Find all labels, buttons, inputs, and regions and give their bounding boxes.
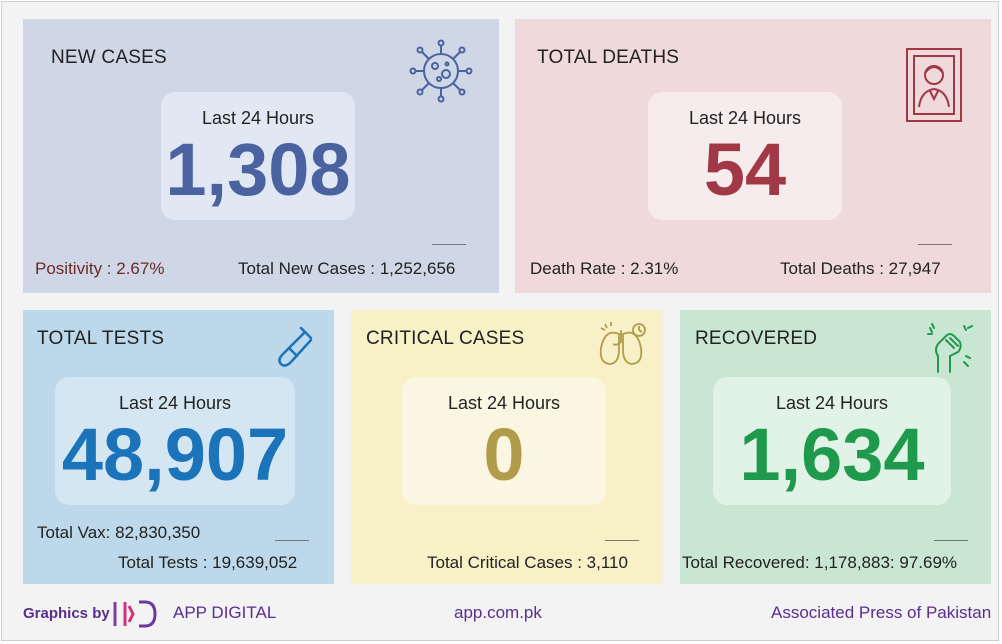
recovered-highlight: Last 24 Hours 1,634 [713,377,951,505]
graphics-by-label: Graphics by [23,605,110,622]
divider [934,540,968,541]
recovered-title: RECOVERED [695,328,818,349]
total-tests-card: TOTAL TESTS Last 24 Hours 48,907 Total V… [23,310,334,584]
new-cases-period: Last 24 Hours [201,108,315,128]
positivity-rate: Positivity : 2.67% [35,259,165,278]
divider [605,540,639,541]
total-tests-highlight: Last 24 Hours 48,907 [55,377,295,505]
total-new-cases: Total New Cases : 1,252,656 [238,259,456,278]
lungs-icon [599,322,646,365]
new-cases-title: NEW CASES [51,47,167,68]
app-digital-logo-icon [113,600,157,628]
critical-cases-value: 0 [483,413,525,496]
total-deaths-highlight: Last 24 Hours 54 [648,92,842,220]
new-cases-card: NEW CASES Last 24 Hours 1,308 [23,19,499,293]
total-deaths-period: Last 24 Hours [688,108,802,128]
critical-cases-highlight: Last 24 Hours 0 [402,377,606,505]
portrait-frame-icon [906,48,962,122]
divider [275,540,309,541]
agency-name: Associated Press of Pakistan [771,603,992,622]
total-recovered: Total Recovered: 1,178,883: 97.69% [682,553,958,572]
total-tests-period: Last 24 Hours [118,393,232,413]
recovered-value: 1,634 [739,413,925,496]
total-vaccinations: Total Vax: 82,830,350 [37,523,201,542]
virus-icon [409,39,473,103]
raised-fist-icon [927,323,973,373]
total-deaths-count: Total Deaths : 27,947 [780,259,941,278]
critical-cases-card: CRITICAL CASES Last 24 Hours 0 Total Cri… [351,310,662,584]
total-critical-cases: Total Critical Cases : 3,110 [427,553,628,572]
website-link[interactable]: app.com.pk [454,603,542,622]
critical-cases-period: Last 24 Hours [447,393,561,413]
recovered-card: RECOVERED Last 24 Hours 1,634 Total Reco… [680,310,991,584]
total-tests-count: Total Tests : 19,639,052 [118,553,298,572]
total-deaths-card: TOTAL DEATHS Last 24 Hours 54 Death Rate… [515,19,991,293]
total-tests-value: 48,907 [61,413,289,496]
new-cases-value: 1,308 [165,128,351,211]
critical-cases-title: CRITICAL CASES [366,328,525,349]
test-tube-icon [278,326,313,367]
brand-name: APP DIGITAL [173,603,277,622]
death-rate: Death Rate : 2.31% [530,259,679,278]
total-tests-title: TOTAL TESTS [37,328,165,349]
total-deaths-title: TOTAL DEATHS [537,47,680,68]
new-cases-highlight: Last 24 Hours 1,308 [161,92,355,220]
divider [918,244,952,245]
total-deaths-value: 54 [703,128,787,211]
recovered-period: Last 24 Hours [775,393,889,413]
divider [432,244,466,245]
